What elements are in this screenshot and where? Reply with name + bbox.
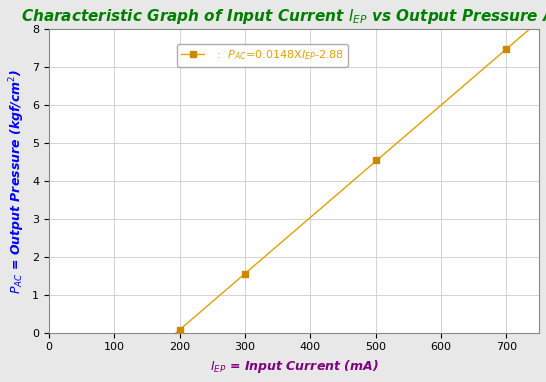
Title: Characteristic Graph of Input Current $I_{EP}$ vs Output Pressure AC: Characteristic Graph of Input Current $I… [21, 7, 546, 26]
X-axis label: $I_{EP}$ = Input Current (mA): $I_{EP}$ = Input Current (mA) [210, 358, 378, 375]
Legend:  :  $P_{AC}$=0.0148X$I_{EP}$-2.88: : $P_{AC}$=0.0148X$I_{EP}$-2.88 [177, 44, 348, 66]
Y-axis label: $P_{AC}$ = Output Pressure (kgf/cm$^2$): $P_{AC}$ = Output Pressure (kgf/cm$^2$) [7, 68, 27, 294]
